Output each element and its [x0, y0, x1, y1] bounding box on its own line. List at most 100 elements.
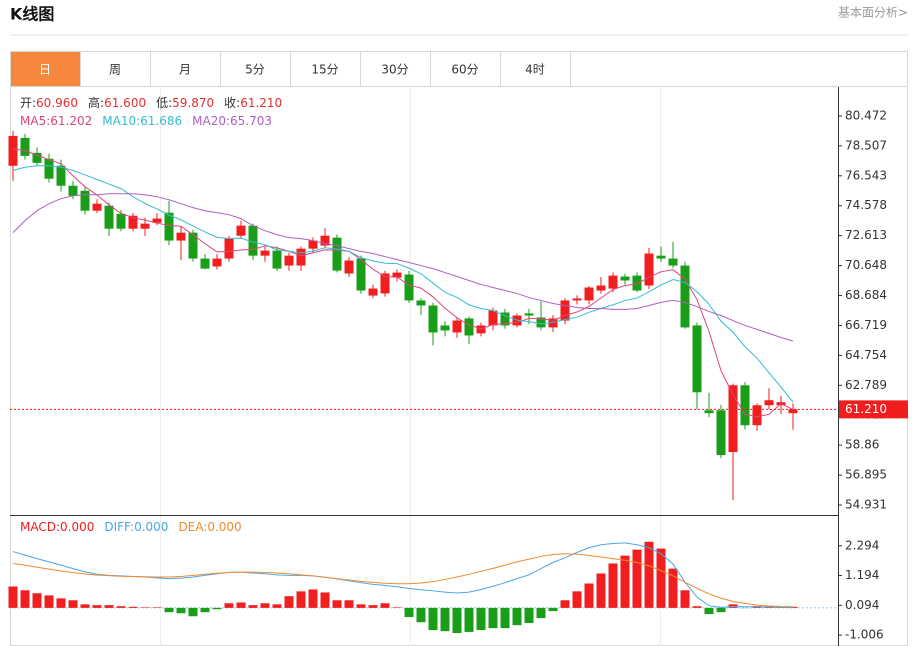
- fundamentals-link[interactable]: 基本面分析>: [838, 6, 908, 20]
- widget-title: K线图: [10, 5, 54, 24]
- tab[interactable]: 周: [80, 51, 151, 87]
- macd-line: [12, 553, 794, 608]
- tab[interactable]: 30分: [360, 51, 431, 87]
- legend-value: 0.000: [60, 520, 94, 534]
- legend-value: 60.960: [36, 96, 78, 110]
- candle-body: [752, 405, 762, 426]
- legend-name: MACD:: [20, 520, 60, 534]
- tab[interactable]: 4时: [500, 51, 571, 87]
- y-tick-label: 0.094: [845, 598, 879, 612]
- macd-bar: [452, 607, 462, 634]
- macd-bar: [224, 603, 234, 608]
- candle-body: [284, 255, 294, 266]
- tab-bg: [150, 51, 221, 87]
- macd-bar: [296, 591, 306, 608]
- candle-body: [176, 232, 186, 241]
- y-tick-label: 56.895: [845, 468, 887, 482]
- candle-body: [656, 255, 666, 259]
- tab[interactable]: 60分: [430, 51, 501, 87]
- legend-value: 61.210: [240, 96, 282, 110]
- legend-value: 61.600: [104, 96, 146, 110]
- y-tick-label: 64.754: [845, 348, 887, 362]
- legend-name: DIFF:: [104, 520, 134, 534]
- candle-body: [704, 410, 714, 414]
- macd-bar: [380, 603, 390, 608]
- candle-body: [368, 288, 378, 296]
- candle-body: [224, 238, 234, 259]
- candle-body: [608, 275, 618, 289]
- macd-bar: [488, 607, 498, 629]
- legend-name: 低:: [156, 96, 172, 110]
- candle-body: [536, 317, 546, 328]
- tab-bg: [220, 51, 291, 87]
- candle-body: [296, 248, 306, 266]
- y-tick-label: 2.294: [845, 538, 879, 552]
- macd-bar: [20, 590, 30, 608]
- macd-bar: [704, 607, 714, 615]
- macd-bar: [596, 573, 606, 608]
- candle-body: [68, 185, 78, 196]
- macd-bar: [116, 606, 126, 608]
- y-tick-label: 62.789: [845, 378, 887, 392]
- candle-body: [32, 152, 42, 163]
- macd-bar: [476, 607, 486, 631]
- candle-body: [92, 203, 102, 211]
- macd-bar: [8, 586, 18, 608]
- candle-body: [620, 276, 630, 281]
- candle-body: [380, 273, 390, 294]
- legend: 开:60.960 高:61.600 低:59.870 收:61.210: [20, 95, 282, 110]
- y-tick-label: 74.578: [845, 198, 887, 212]
- macd-bar: [248, 605, 258, 608]
- tab-label: 月: [179, 63, 191, 77]
- macd-bar: [320, 592, 330, 608]
- tab-label: 60分: [451, 63, 478, 77]
- candle-body: [548, 318, 558, 328]
- legend-name: MA5:: [20, 114, 50, 128]
- candle-body: [728, 385, 738, 453]
- candle-body: [356, 258, 366, 291]
- macd-bar: [560, 600, 570, 608]
- macd-bar: [260, 603, 270, 608]
- ma-line: [12, 148, 794, 418]
- candle-body: [452, 320, 462, 333]
- macd-bar: [212, 607, 222, 610]
- macd-bar: [416, 607, 426, 623]
- y-tick-label: 66.719: [845, 318, 887, 332]
- tab[interactable]: 月: [150, 51, 221, 87]
- candle-body: [644, 253, 654, 286]
- candle-body: [104, 205, 114, 229]
- macd-bar: [584, 583, 594, 608]
- tab[interactable]: 5分: [220, 51, 291, 87]
- macd-bar: [272, 604, 282, 608]
- tab-bg: [80, 51, 151, 87]
- candle-body: [212, 258, 222, 267]
- candle-body: [596, 285, 606, 291]
- macd-bar: [464, 607, 474, 632]
- y-tick-label: 80.472: [845, 108, 887, 122]
- candle-body: [560, 300, 570, 321]
- macd-bar: [572, 591, 582, 608]
- macd-bar: [44, 595, 54, 608]
- macd-bar: [200, 607, 210, 613]
- tab-bg: [360, 51, 431, 87]
- macd-bar: [152, 607, 162, 608]
- legend-name: DEA:: [178, 520, 207, 534]
- macd-bar: [32, 593, 42, 608]
- macd-bar: [500, 607, 510, 629]
- legend-value: 61.202: [50, 114, 92, 128]
- legend-name: MA10:: [102, 114, 140, 128]
- tab-label: 4时: [525, 63, 545, 77]
- y-tick-label: 76.543: [845, 168, 887, 182]
- tab-bg: [10, 51, 81, 87]
- tab[interactable]: 日: [10, 51, 81, 87]
- legend-name: 高:: [88, 95, 104, 110]
- macd-bar: [128, 606, 138, 608]
- y-tick-label: 54.931: [845, 498, 887, 512]
- macd-bar: [512, 607, 522, 626]
- legend-name: MA20:: [192, 114, 230, 128]
- candle-body: [404, 274, 414, 301]
- legend-name: 开:: [20, 96, 36, 110]
- candle-body: [680, 265, 690, 328]
- tab[interactable]: 15分: [290, 51, 361, 87]
